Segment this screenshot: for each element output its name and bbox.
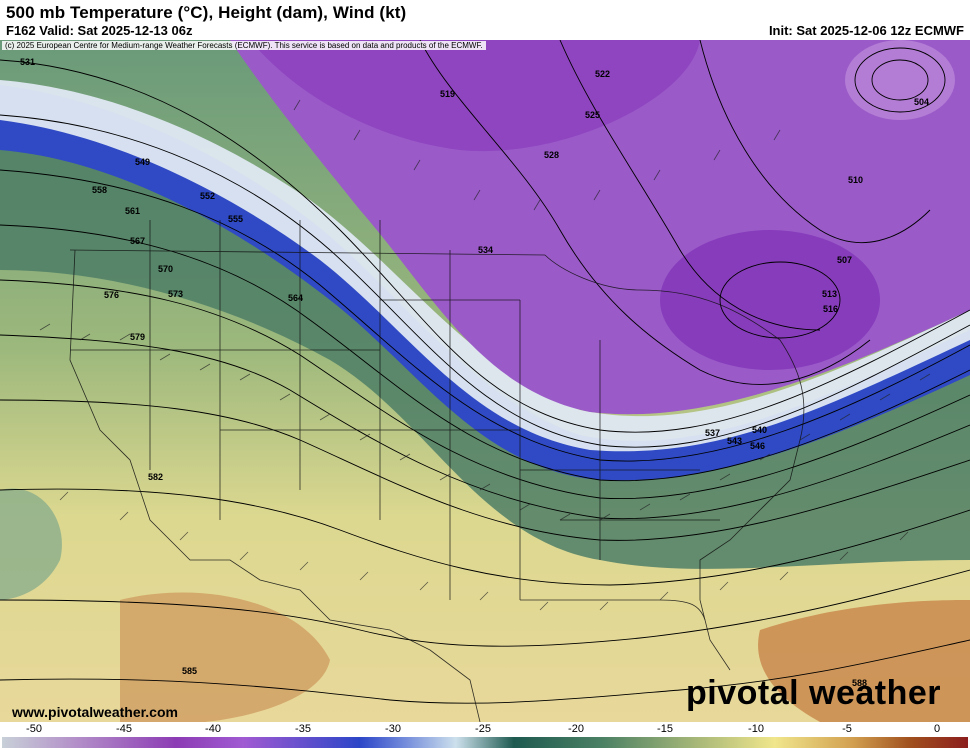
- height-label: 534: [478, 245, 493, 255]
- height-label: 528: [544, 150, 559, 160]
- height-label: 510: [848, 175, 863, 185]
- height-label: 579: [130, 332, 145, 342]
- height-label: 516: [823, 304, 838, 314]
- height-label: 531: [20, 57, 35, 67]
- warm-anomaly-southwest: [120, 592, 330, 722]
- height-label: 561: [125, 206, 140, 216]
- colorbar-tick: -30: [385, 723, 401, 735]
- colorbar-gradient: [2, 737, 968, 748]
- colorbar-tick: -5: [842, 723, 852, 735]
- height-label: 555: [228, 214, 243, 224]
- website-url: www.pivotalweather.com: [12, 704, 178, 720]
- colorbar-tick: -40: [205, 723, 221, 735]
- cold-core-great-lakes: [660, 230, 880, 370]
- colorbar-tick: -10: [748, 723, 764, 735]
- height-label: 522: [595, 69, 610, 79]
- upper-low: [845, 40, 955, 120]
- height-label: 567: [130, 236, 145, 246]
- height-label: 519: [440, 89, 455, 99]
- cool-pocket-pacific: [0, 488, 62, 600]
- height-label: 504: [914, 97, 929, 107]
- height-label: 549: [135, 157, 150, 167]
- height-label: 576: [104, 290, 119, 300]
- colorbar-tick: -35: [295, 723, 311, 735]
- warm-anomaly-atlantic: [758, 600, 970, 722]
- brand-logo: pivotal weather: [686, 674, 942, 712]
- height-label: 564: [288, 293, 303, 303]
- height-label: 552: [200, 191, 215, 201]
- height-label: 582: [148, 472, 163, 482]
- temperature-colorbar: -50 -45 -40 -35 -30 -25 -20 -15 -10 -5 0: [0, 722, 970, 750]
- height-label: 507: [837, 255, 852, 265]
- height-label: 537: [705, 428, 720, 438]
- colorbar-ticks: -50 -45 -40 -35 -30 -25 -20 -15 -10 -5 0: [0, 722, 970, 736]
- height-label: 543: [727, 436, 742, 446]
- height-label: 570: [158, 264, 173, 274]
- weather-map: 531 549 552 555 558 561 564 567 570 573 …: [0, 40, 970, 722]
- colorbar-tick: 0: [933, 723, 941, 735]
- colorbar-tick: -25: [475, 723, 491, 735]
- colorbar-tick: -45: [116, 723, 132, 735]
- map-header: 500 mb Temperature (°C), Height (dam), W…: [0, 0, 970, 40]
- height-label: 540: [752, 425, 767, 435]
- colorbar-tick: -50: [26, 723, 42, 735]
- height-label: 513: [822, 289, 837, 299]
- height-label: 525: [585, 110, 600, 120]
- map-canvas: 531 549 552 555 558 561 564 567 570 573 …: [0, 40, 970, 722]
- political-borders: [69, 220, 805, 722]
- height-labels: 531 549 552 555 558 561 564 567 570 573 …: [20, 57, 929, 688]
- height-label: 558: [92, 185, 107, 195]
- map-title: 500 mb Temperature (°C), Height (dam), W…: [6, 3, 407, 22]
- height-label: 573: [168, 289, 183, 299]
- colorbar-tick: -20: [568, 723, 584, 735]
- colorbar-tick: -15: [657, 723, 673, 735]
- model-init-time: Init: Sat 2025-12-06 12z ECMWF: [768, 23, 964, 38]
- copyright-notice: (c) 2025 European Centre for Medium-rang…: [2, 41, 486, 50]
- cold-core-north: [250, 40, 700, 152]
- height-label: 588: [852, 678, 867, 688]
- wind-barbs: [39, 99, 931, 611]
- height-label: 546: [750, 441, 765, 451]
- forecast-valid-time: F162 Valid: Sat 2025-12-13 06z: [6, 23, 193, 38]
- height-label: 585: [182, 666, 197, 676]
- light-band: [0, 80, 970, 452]
